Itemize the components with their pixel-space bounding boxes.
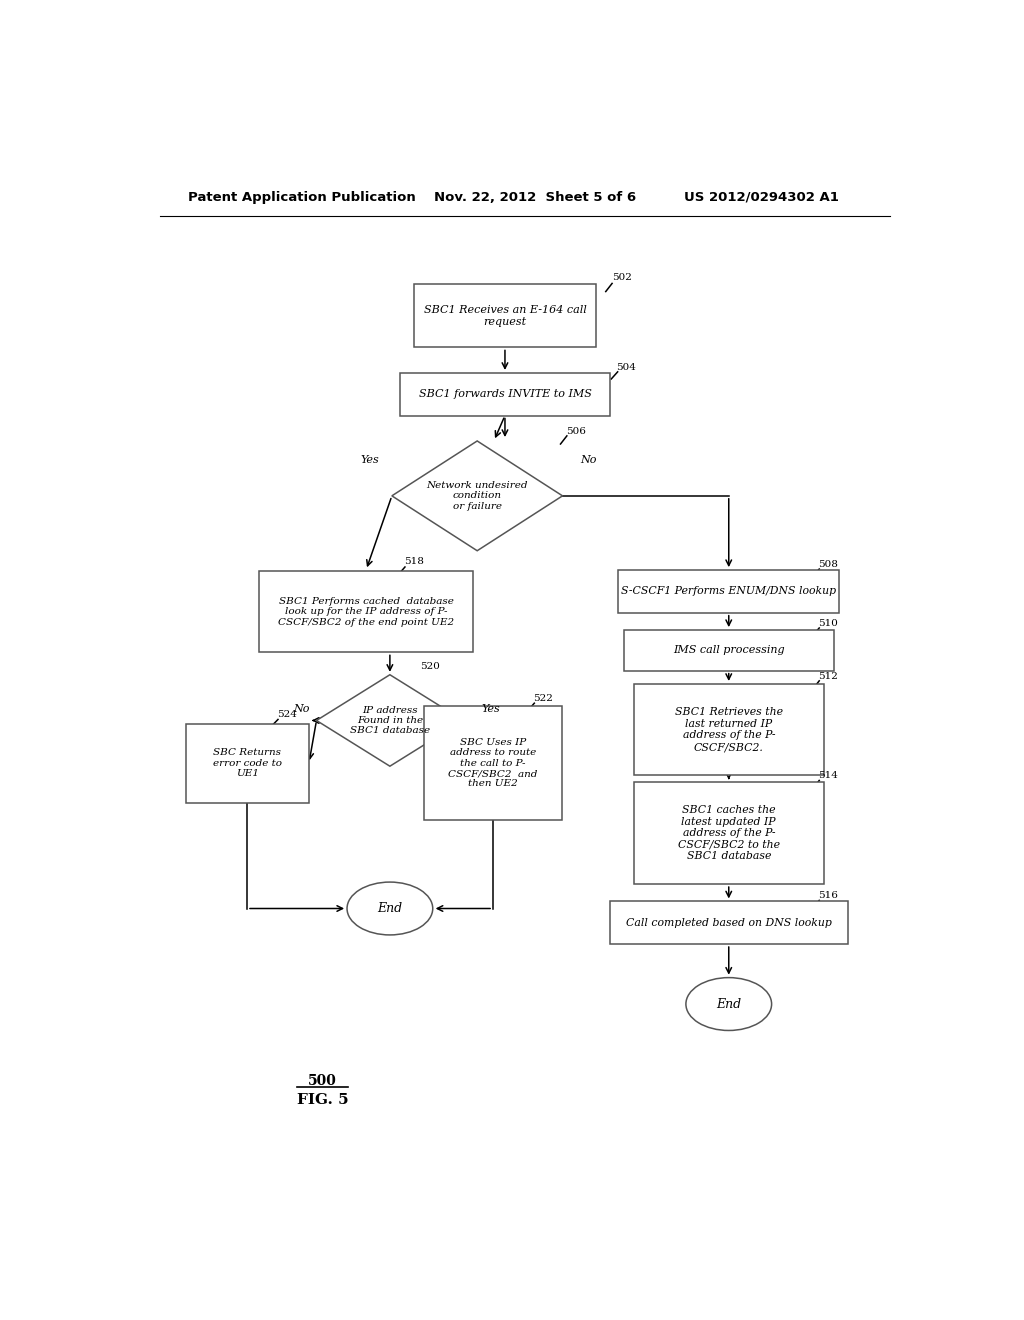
- Text: 520: 520: [420, 661, 440, 671]
- FancyBboxPatch shape: [414, 284, 596, 347]
- Text: SBC Uses IP
address to route
the call to P-
CSCF/SBC2  and
then UE2: SBC Uses IP address to route the call to…: [449, 738, 538, 788]
- Text: 506: 506: [566, 426, 586, 436]
- FancyBboxPatch shape: [424, 706, 562, 820]
- Text: End: End: [716, 998, 741, 1011]
- Text: 514: 514: [818, 771, 839, 780]
- Text: SBC1 forwards INVITE to IMS: SBC1 forwards INVITE to IMS: [419, 389, 592, 399]
- Text: 500: 500: [308, 1074, 337, 1088]
- Text: No: No: [581, 455, 597, 466]
- Text: 522: 522: [532, 694, 553, 704]
- Text: Network undesired
condition
or failure: Network undesired condition or failure: [426, 480, 528, 511]
- FancyBboxPatch shape: [634, 783, 824, 884]
- Text: 502: 502: [612, 273, 632, 282]
- FancyBboxPatch shape: [259, 572, 473, 652]
- Text: US 2012/0294302 A1: US 2012/0294302 A1: [684, 190, 839, 203]
- Text: FIG. 5: FIG. 5: [297, 1093, 348, 1106]
- FancyBboxPatch shape: [624, 630, 834, 671]
- Text: SBC Returns
error code to
UE1: SBC Returns error code to UE1: [213, 748, 282, 777]
- FancyBboxPatch shape: [185, 723, 308, 803]
- FancyBboxPatch shape: [609, 902, 848, 944]
- Text: SBC1 Performs cached  database
look up for the IP address of P-
CSCF/SBC2 of the: SBC1 Performs cached database look up fo…: [279, 597, 454, 627]
- Text: IP address
Found in the
SBC1 database: IP address Found in the SBC1 database: [350, 706, 430, 735]
- Text: No: No: [293, 705, 309, 714]
- Text: 504: 504: [616, 363, 636, 372]
- Text: IMS call processing: IMS call processing: [673, 645, 784, 655]
- Text: Call completed based on DNS lookup: Call completed based on DNS lookup: [626, 917, 831, 928]
- Ellipse shape: [347, 882, 433, 935]
- Text: Yes: Yes: [360, 455, 379, 466]
- FancyBboxPatch shape: [399, 372, 610, 416]
- Text: 516: 516: [818, 891, 839, 900]
- Text: Nov. 22, 2012  Sheet 5 of 6: Nov. 22, 2012 Sheet 5 of 6: [433, 190, 636, 203]
- Text: 512: 512: [818, 672, 839, 681]
- Text: SBC1 Receives an E-164 call
request: SBC1 Receives an E-164 call request: [424, 305, 587, 327]
- Text: 524: 524: [278, 710, 297, 719]
- FancyBboxPatch shape: [618, 570, 839, 612]
- Text: 510: 510: [818, 619, 839, 628]
- Text: 508: 508: [818, 560, 839, 569]
- Text: 518: 518: [404, 557, 424, 566]
- Text: S-CSCF1 Performs ENUM/DNS lookup: S-CSCF1 Performs ENUM/DNS lookup: [622, 586, 837, 597]
- Text: SBC1 caches the
latest updated IP
address of the P-
CSCF/SBC2 to the
SBC1 databa: SBC1 caches the latest updated IP addres…: [678, 805, 779, 862]
- Polygon shape: [392, 441, 562, 550]
- Text: Yes: Yes: [481, 705, 500, 714]
- Text: SBC1 Retrieves the
last returned IP
address of the P-
CSCF/SBC2.: SBC1 Retrieves the last returned IP addr…: [675, 708, 782, 752]
- FancyBboxPatch shape: [634, 684, 824, 775]
- Ellipse shape: [686, 978, 772, 1031]
- Polygon shape: [316, 675, 463, 766]
- Text: Patent Application Publication: Patent Application Publication: [187, 190, 416, 203]
- Text: End: End: [377, 902, 402, 915]
